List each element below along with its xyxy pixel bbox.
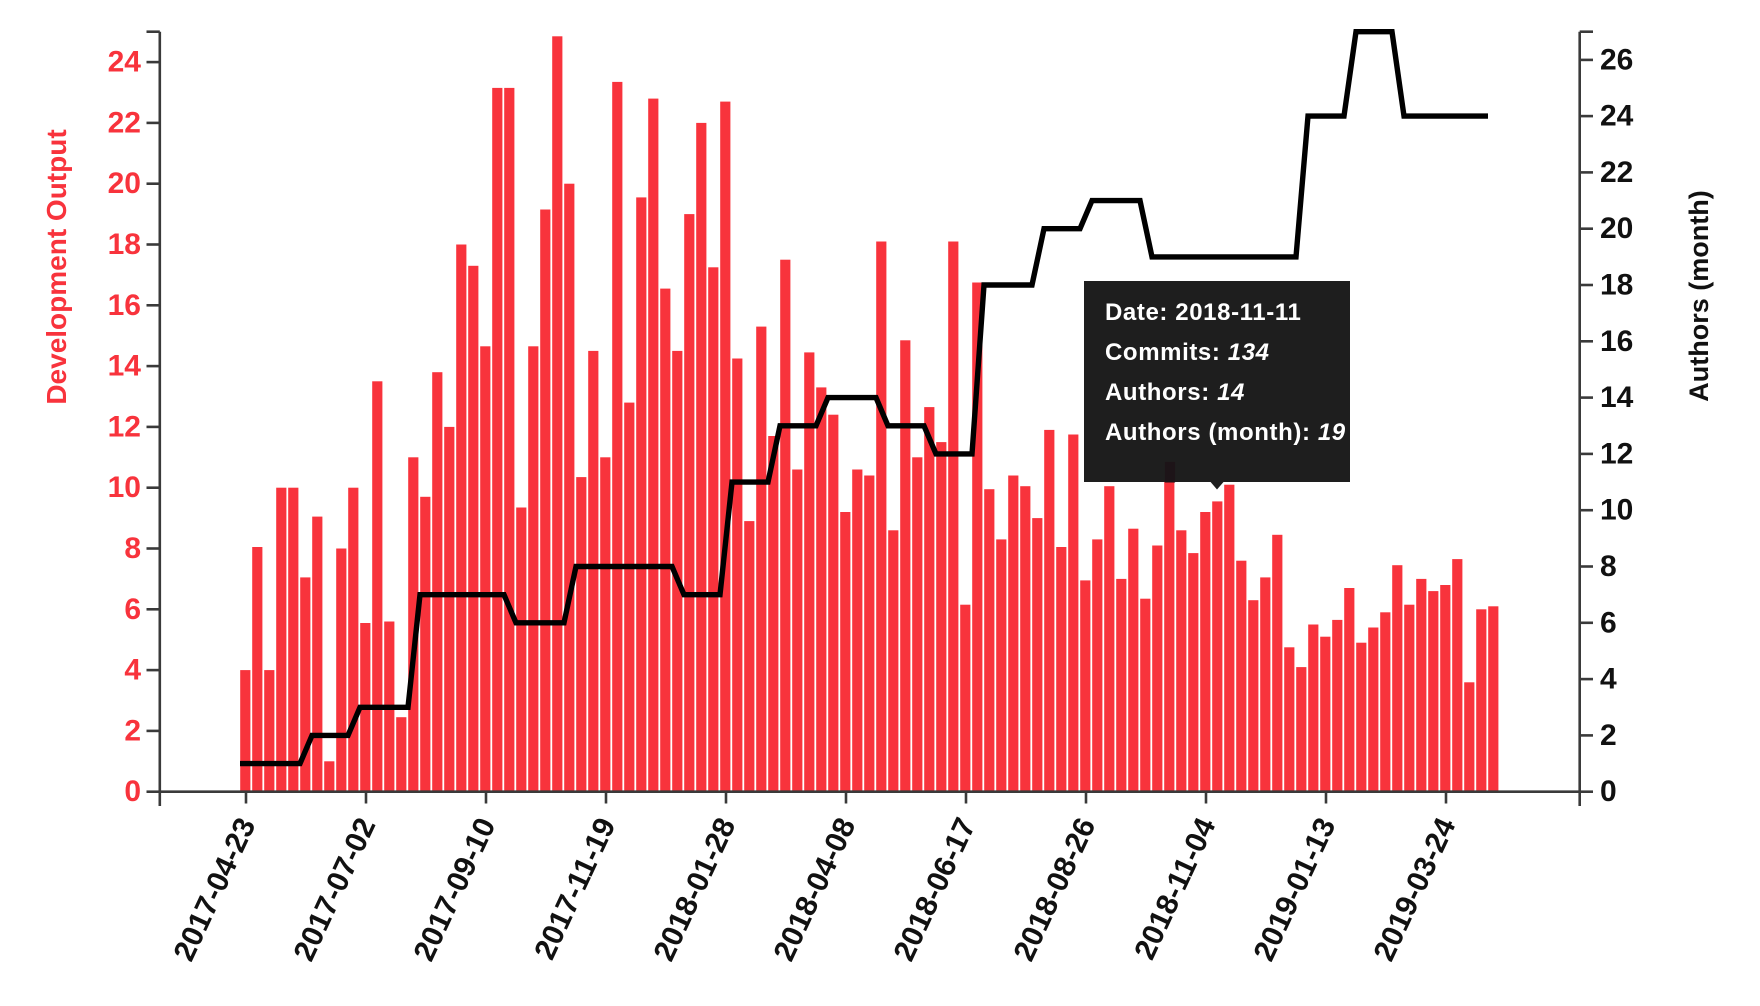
svg-text:4: 4 (124, 654, 141, 687)
svg-text:22: 22 (108, 106, 141, 139)
svg-text:10: 10 (108, 471, 141, 504)
svg-text:2: 2 (124, 714, 141, 747)
svg-text:16: 16 (108, 289, 141, 322)
svg-text:18: 18 (108, 228, 141, 261)
svg-text:8: 8 (124, 532, 141, 565)
svg-text:24: 24 (1600, 100, 1634, 133)
svg-text:10: 10 (1600, 494, 1633, 527)
svg-text:8: 8 (1600, 550, 1617, 583)
svg-text:14: 14 (1600, 381, 1634, 414)
svg-text:0: 0 (124, 775, 141, 808)
svg-text:0: 0 (1600, 775, 1617, 808)
svg-text:Commits: 134: Commits: 134 (1105, 339, 1270, 366)
svg-text:26: 26 (1600, 43, 1633, 76)
svg-text:4: 4 (1600, 663, 1617, 696)
svg-text:6: 6 (124, 593, 141, 626)
svg-text:6: 6 (1600, 606, 1617, 639)
svg-text:22: 22 (1600, 156, 1633, 189)
svg-text:2: 2 (1600, 719, 1617, 752)
svg-text:14: 14 (108, 350, 142, 383)
svg-text:24: 24 (108, 46, 142, 79)
svg-text:Development Output: Development Output (41, 129, 72, 404)
svg-text:Authors: 14: Authors: 14 (1105, 379, 1245, 406)
svg-text:16: 16 (1600, 325, 1633, 358)
svg-text:Date: 2018-11-11: Date: 2018-11-11 (1105, 299, 1301, 326)
svg-text:12: 12 (108, 410, 141, 443)
svg-text:18: 18 (1600, 269, 1633, 302)
svg-text:20: 20 (1600, 212, 1633, 245)
svg-text:20: 20 (108, 167, 141, 200)
svg-text:Authors (month): Authors (month) (1684, 190, 1714, 401)
svg-text:Authors (month): 19: Authors (month): 19 (1105, 419, 1346, 446)
svg-text:12: 12 (1600, 437, 1633, 470)
